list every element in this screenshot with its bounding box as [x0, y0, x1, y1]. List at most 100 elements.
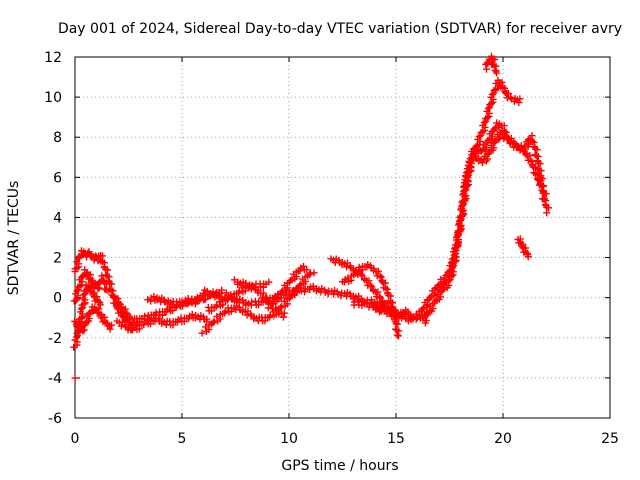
data-point	[117, 322, 125, 330]
data-point	[545, 204, 553, 212]
data-point	[310, 269, 318, 277]
data-point	[185, 315, 193, 323]
data-point	[86, 308, 94, 316]
data-point	[507, 93, 515, 101]
y-tick-label: 10	[44, 90, 62, 106]
data-point	[247, 310, 255, 318]
series-trace-21	[460, 119, 550, 203]
data-points	[70, 52, 553, 382]
x-tick-label: 10	[280, 431, 298, 447]
data-point	[272, 304, 280, 312]
data-point	[426, 293, 434, 301]
data-point	[516, 95, 524, 103]
data-point	[517, 238, 525, 246]
data-point	[452, 250, 460, 258]
data-point	[106, 325, 114, 333]
y-tick-label: -2	[48, 331, 62, 347]
data-point	[343, 263, 351, 271]
data-point	[367, 281, 375, 289]
data-point	[478, 159, 486, 167]
data-point	[279, 313, 287, 321]
data-point	[198, 329, 206, 337]
data-point	[480, 118, 488, 126]
series-trace-4	[71, 303, 116, 335]
data-point	[524, 251, 532, 259]
data-point	[501, 127, 509, 135]
data-point	[269, 299, 277, 307]
data-point	[526, 156, 534, 164]
data-point	[121, 321, 129, 329]
data-point	[173, 318, 181, 326]
data-point	[475, 133, 483, 141]
data-point	[484, 136, 492, 144]
data-point	[448, 264, 456, 272]
data-point	[485, 148, 493, 156]
data-point	[287, 277, 295, 285]
data-point	[488, 90, 496, 98]
data-point	[536, 160, 544, 168]
data-point	[81, 319, 89, 327]
data-point	[88, 287, 96, 295]
y-tick-label: 4	[53, 210, 62, 226]
x-tick-label: 25	[601, 431, 619, 447]
data-point	[303, 266, 311, 274]
data-point	[75, 252, 83, 260]
data-point	[493, 69, 501, 77]
series-trace-12	[231, 276, 273, 292]
data-point	[363, 263, 371, 271]
data-point	[121, 305, 129, 313]
data-point	[234, 289, 242, 297]
data-point	[123, 309, 131, 317]
data-point	[491, 137, 499, 145]
data-point	[221, 309, 229, 317]
series-trace-7	[113, 310, 211, 334]
data-point	[541, 195, 548, 203]
x-tick-label: 15	[387, 431, 405, 447]
series-trace-13	[264, 262, 311, 312]
data-point	[398, 314, 406, 322]
data-point	[463, 169, 471, 177]
data-point	[394, 320, 402, 328]
series-trace-3	[70, 281, 104, 351]
data-point	[390, 306, 398, 314]
series-trace-15	[339, 260, 403, 340]
data-point	[466, 155, 474, 163]
chart-title: Day 001 of 2024, Sidereal Day-to-day VTE…	[58, 21, 622, 37]
data-point	[300, 262, 308, 270]
data-point	[140, 321, 148, 329]
data-point	[181, 299, 189, 307]
data-point	[380, 306, 388, 314]
data-point	[537, 182, 545, 190]
data-point	[468, 151, 476, 159]
x-axis-label: GPS time / hours	[281, 458, 398, 474]
data-point	[498, 78, 506, 86]
data-point	[223, 296, 231, 304]
y-tick-label: -6	[48, 411, 62, 427]
data-point	[296, 266, 304, 274]
series-trace-19	[434, 76, 524, 296]
data-point	[73, 287, 81, 295]
y-tick-label: 12	[44, 50, 62, 66]
data-point	[490, 86, 498, 94]
x-axis: 0 5 10 15 20 25	[71, 57, 619, 447]
data-point	[98, 272, 106, 280]
data-point	[188, 310, 196, 318]
data-point	[424, 309, 432, 317]
data-point	[464, 174, 472, 182]
data-point	[160, 296, 168, 304]
data-point	[243, 311, 251, 319]
data-point	[515, 99, 523, 107]
data-point	[262, 293, 270, 301]
data-point	[200, 296, 208, 304]
data-point	[242, 279, 250, 287]
plot-frame	[74, 56, 611, 419]
data-point	[507, 134, 515, 142]
data-point	[393, 331, 401, 339]
data-point	[517, 142, 525, 150]
data-point	[115, 299, 123, 307]
series-trace-5	[71, 374, 79, 382]
data-point	[499, 83, 507, 91]
series-trace-8	[144, 292, 208, 309]
data-point	[306, 286, 314, 294]
